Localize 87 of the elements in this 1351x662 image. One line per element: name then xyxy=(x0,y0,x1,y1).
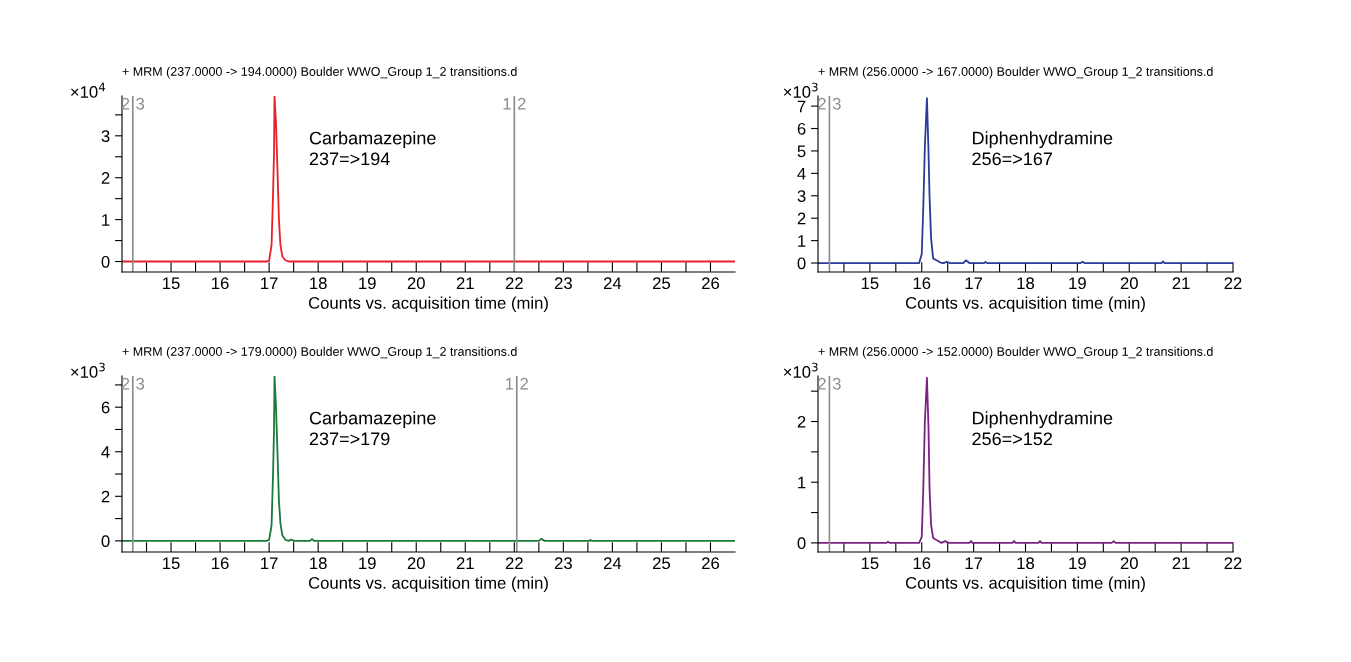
annotation: 3 xyxy=(136,97,145,110)
annotation: 3 xyxy=(136,377,145,390)
x-tick-label: 23 xyxy=(554,557,572,570)
x-tick-label: 22 xyxy=(505,557,523,569)
y-tick-label: 1 xyxy=(102,214,110,226)
line-series xyxy=(818,376,1233,544)
annotation: 1 xyxy=(503,98,511,110)
x-axis-title: Counts vs. acquisition time (min) xyxy=(905,296,1145,313)
annotation: Diphenhydramine 256=>167 xyxy=(972,131,1113,166)
y-tick-label: 2 xyxy=(797,415,806,428)
annotation: Diphenhydramine 256=>152 xyxy=(972,411,1113,446)
x-tick-label: 22 xyxy=(1224,557,1242,569)
y-axis-title: ×10$^{3}$ xyxy=(783,82,818,98)
line-series xyxy=(818,97,1233,264)
x-tick-label: 26 xyxy=(702,277,720,290)
x-tick-label: 17 xyxy=(965,277,983,289)
y-tick-label: 0 xyxy=(797,537,806,550)
x-tick-label: 24 xyxy=(603,557,622,569)
x-tick-label: 25 xyxy=(653,557,671,570)
y-axis-title: ×10$^{3}$ xyxy=(71,362,105,378)
x-tick-label: 15 xyxy=(163,277,180,290)
y-tick-label: 4 xyxy=(101,446,110,458)
annotation: Carbamazepine 237=>194 xyxy=(309,131,436,166)
x-tick-label: 21 xyxy=(1172,557,1190,569)
annotation: 3 xyxy=(832,377,841,390)
y-tick-label: 6 xyxy=(101,401,110,414)
x-axis-title: Counts vs. acquisition time (min) xyxy=(905,576,1145,593)
x-tick-label: 15 xyxy=(861,277,879,290)
x-tick-label: 18 xyxy=(310,277,327,290)
y-tick-label: 2 xyxy=(101,490,110,503)
x-tick-label: 18 xyxy=(1017,557,1035,570)
x-axis-title: Counts vs. acquisition time (min) xyxy=(308,576,548,593)
x-tick-label: 21 xyxy=(456,557,474,569)
x-axis-title: Counts vs. acquisition time (min) xyxy=(308,296,548,313)
x-tick-label: 17 xyxy=(261,277,278,289)
x-tick-label: 19 xyxy=(359,557,376,570)
x-tick-label: 26 xyxy=(702,557,720,570)
y-tick-label: 3 xyxy=(101,130,110,143)
annotation: 1 xyxy=(506,378,514,390)
y-tick-label: 5 xyxy=(797,145,806,158)
annotation: Carbamazepine 237=>179 xyxy=(309,411,436,446)
x-tick-label: 19 xyxy=(1069,557,1086,570)
x-tick-label: 21 xyxy=(1172,277,1190,289)
y-tick-label: 6 xyxy=(797,122,806,135)
y-tick-label: 0 xyxy=(797,257,806,270)
annotation: 2 xyxy=(520,377,528,390)
y-axis-title: ×10$^{4}$ xyxy=(71,82,106,98)
line-series xyxy=(122,376,735,542)
y-tick-label: 4 xyxy=(797,167,806,180)
chart-title: + MRM (237.0000 -> 194.0000) Boulder WWO_Group 1_2 transitions.d xyxy=(122,66,517,79)
x-tick-label: 16 xyxy=(212,557,229,570)
chart-title: + MRM (256.0000 -> 152.0000) Boulder WWO_Group 1_2 transitions.d xyxy=(818,346,1213,359)
x-tick-label: 20 xyxy=(407,557,425,570)
y-tick-label: 3 xyxy=(797,190,806,202)
annotation: 2 xyxy=(517,97,526,110)
x-tick-label: 18 xyxy=(1017,277,1035,290)
x-tick-label: 24 xyxy=(603,277,622,289)
x-tick-label: 17 xyxy=(965,557,983,569)
x-tick-label: 23 xyxy=(554,277,572,290)
x-tick-label: 20 xyxy=(1120,557,1138,570)
chart-title: + MRM (256.0000 -> 167.0000) Boulder WWO_Group 1_2 transitions.d xyxy=(818,66,1213,79)
y-tick-label: 7 xyxy=(797,100,806,113)
x-tick-label: 25 xyxy=(653,277,671,290)
y-tick-label: 0 xyxy=(101,535,110,548)
chart-title: + MRM (237.0000 -> 179.0000) Boulder WWO_Group 1_2 transitions.d xyxy=(122,346,517,359)
x-tick-label: 20 xyxy=(1120,277,1138,290)
x-tick-label: 18 xyxy=(310,557,327,570)
x-tick-label: 17 xyxy=(261,557,278,569)
x-tick-label: 19 xyxy=(1069,277,1086,290)
x-tick-label: 16 xyxy=(212,277,229,290)
y-axis-title: ×10$^{3}$ xyxy=(783,362,818,378)
y-tick-label: 1 xyxy=(798,235,806,247)
x-tick-label: 22 xyxy=(505,277,523,289)
x-tick-label: 20 xyxy=(407,277,425,290)
x-tick-label: 16 xyxy=(913,277,931,290)
y-tick-label: 1 xyxy=(798,476,806,489)
x-tick-label: 15 xyxy=(163,557,180,570)
x-tick-label: 21 xyxy=(456,277,474,289)
y-tick-label: 0 xyxy=(101,255,110,268)
x-tick-label: 22 xyxy=(1224,277,1242,289)
y-tick-label: 2 xyxy=(101,172,110,184)
x-tick-label: 19 xyxy=(359,277,376,290)
y-tick-label: 2 xyxy=(797,212,806,225)
x-tick-label: 16 xyxy=(913,557,931,570)
line-series xyxy=(122,96,735,263)
annotation: 3 xyxy=(832,97,841,110)
x-tick-label: 15 xyxy=(861,557,879,570)
